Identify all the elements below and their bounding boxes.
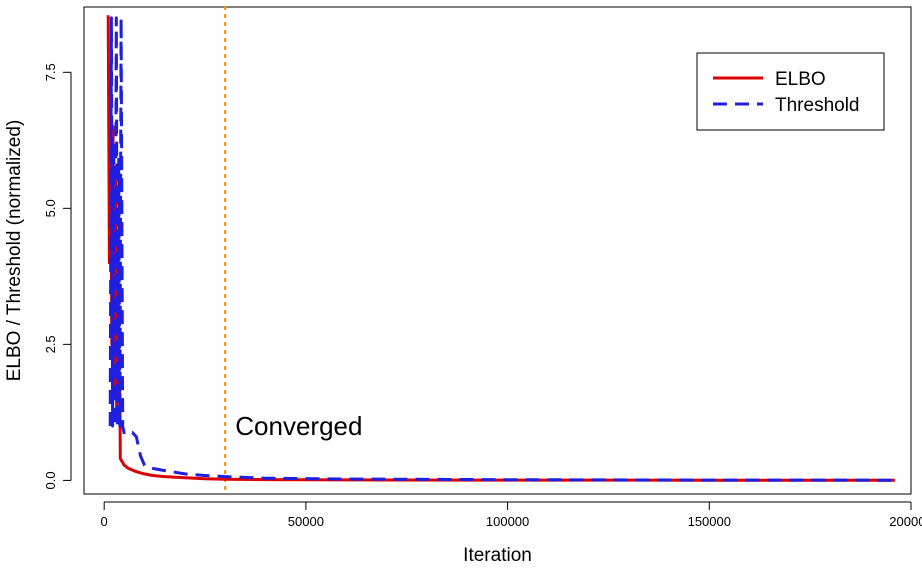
- converged-annotation: Converged: [235, 411, 362, 441]
- x-axis-label: Iteration: [463, 545, 532, 566]
- series-layer: [106, 15, 895, 482]
- legend-label-threshold: Threshold: [775, 95, 860, 116]
- y-tick-label: 0.0: [43, 471, 58, 489]
- legend: ELBO Threshold: [696, 52, 885, 131]
- x-tick-label: 100000: [486, 514, 529, 529]
- y-tick-label: 7.5: [43, 63, 58, 81]
- x-tick-label: 0: [101, 514, 108, 529]
- legend-box: [696, 52, 885, 131]
- x-tick-label: 150000: [688, 514, 731, 529]
- x-tick-label: 50000: [288, 514, 324, 529]
- series-line-threshold: [108, 16, 895, 482]
- legend-label-elbo: ELBO: [775, 69, 826, 90]
- plot-frame: [83, 6, 912, 495]
- plot-area: Converged: [83, 5, 912, 496]
- y-tick-label: 5.0: [43, 199, 58, 217]
- y-tick-label: 2.5: [43, 335, 58, 353]
- y-axis-label: ELBO / Threshold (normalized): [4, 120, 25, 382]
